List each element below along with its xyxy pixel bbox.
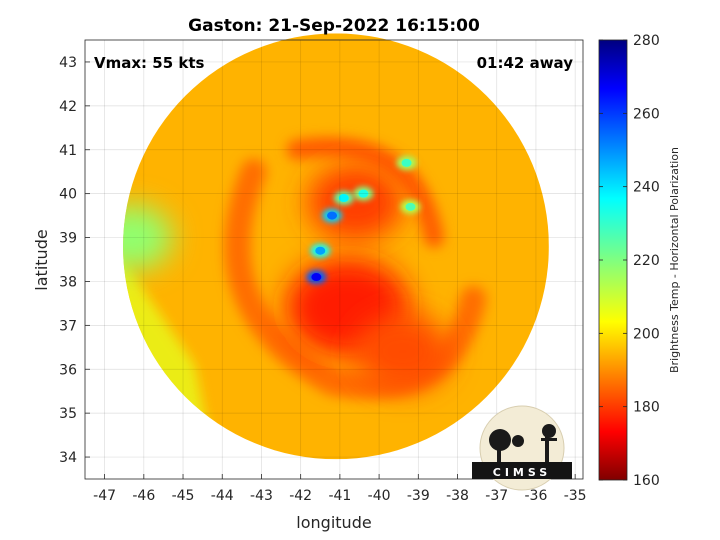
warm-spot-core [338,194,349,203]
x-tick-label: -36 [525,488,548,504]
x-tick-label: -46 [132,488,155,504]
plot-frame [84,39,584,480]
warm-spot-core [311,273,322,282]
colorbar-tick-label: 220 [633,253,660,269]
microwave-swath [123,33,549,460]
colorbar-tick-label: 260 [633,106,660,122]
y-axis-label: latitude [32,229,51,290]
cimss-logo: CIMSS [472,405,572,491]
y-tick-label: 34 [59,450,77,466]
x-tick-label: -37 [485,488,508,504]
spiral-band-north [286,137,444,248]
warm-spot-core [327,211,338,220]
logo-text: CIMSS [493,466,551,479]
satellite-dish-icon [489,429,511,451]
y-tick-label: 41 [59,143,77,159]
y-axis-ticks: 34 35 36 37 38 39 40 41 42 43 [59,55,90,466]
colorbar-tick-label: 160 [633,473,660,489]
x-tick-label: -35 [564,488,587,504]
y-tick-label: 43 [59,55,77,71]
x-tick-label: -44 [211,488,234,504]
colorbar-tick-label: 200 [633,326,660,342]
y-tick-label: 37 [59,318,77,334]
warm-edge-strip [123,205,173,270]
colorbar [598,39,628,481]
chart-title: Gaston: 21-Sep-2022 16:15:00 [188,16,480,36]
warm-spot-core [405,202,416,211]
x-axis-label: longitude [296,513,371,532]
colorbar-tick-label: 240 [633,180,660,196]
warm-spot-core [401,158,412,167]
x-tick-label: -42 [289,488,312,504]
colorbar-label: Brightness Temp - Horizontal Polarizatio… [668,147,681,373]
y-tick-label: 38 [59,274,77,290]
colorbar-tick-label: 180 [633,400,660,416]
x-tick-label: -45 [172,488,195,504]
cold-band [307,164,404,241]
time-away-annotation: 01:42 away [477,54,574,72]
x-tick-label: -47 [93,488,116,504]
x-tick-label: -43 [250,488,273,504]
y-tick-label: 36 [59,362,77,378]
x-tick-label: -38 [446,488,469,504]
vmax-annotation: Vmax: 55 kts [94,54,204,72]
y-tick-label: 39 [59,231,77,247]
y-tick-label: 42 [59,99,77,115]
y-tick-label: 40 [59,187,77,203]
warm-spot-core [358,189,369,198]
y-tick-label: 35 [59,406,77,422]
warm-spot-core [315,246,326,255]
colorbar-tick-label: 280 [633,33,660,49]
gridlines [85,40,583,479]
colorbar-ticks: 160 180 200 220 240 260 280 [599,33,660,489]
x-axis-ticks: -47 -46 -45 -44 -43 -42 -41 -40 -39 -38 -37 -36 -35 [93,474,587,504]
x-tick-label: -39 [407,488,430,504]
cold-band [354,313,451,391]
water-tower-icon [545,430,549,463]
x-tick-label: -41 [328,488,351,504]
x-tick-label: -40 [368,488,391,504]
